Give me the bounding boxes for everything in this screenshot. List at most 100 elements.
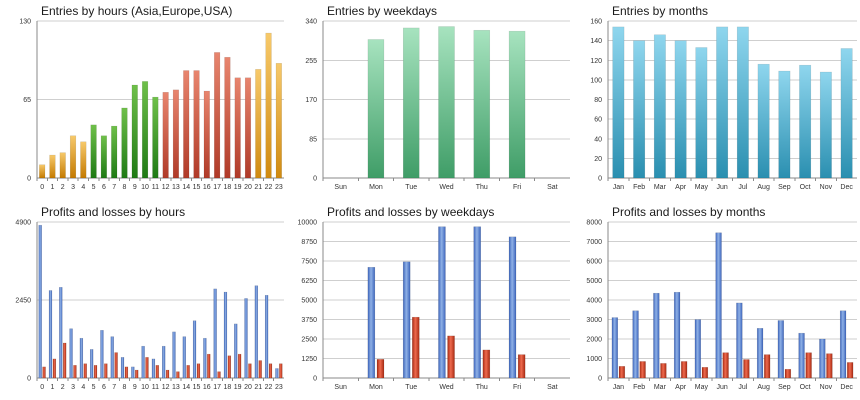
x-tick-label: Wed (439, 384, 453, 391)
y-tick-label: 5000 (586, 278, 602, 285)
chart-title: Profits and losses by months (612, 205, 765, 219)
y-tick-label: 20 (594, 156, 602, 163)
bar-profits-may (694, 319, 702, 379)
y-tick-label: 0 (598, 176, 602, 183)
bar-entries-dec (840, 48, 853, 179)
bar-entries-9 (131, 84, 138, 179)
bar-losses-jan (618, 366, 626, 379)
bar-entries-23 (275, 63, 282, 179)
x-tick-label: Oct (800, 384, 811, 391)
bar-losses-oct (805, 352, 812, 379)
bar-profits-20 (244, 298, 248, 379)
x-tick-label: Wed (439, 184, 453, 191)
y-tick-label: 130 (19, 19, 31, 26)
x-tick-label: Jul (738, 184, 747, 191)
bar-losses-22 (268, 363, 273, 379)
bar-losses-7 (114, 352, 118, 379)
bar-entries-2 (59, 152, 66, 179)
bar-entries-mon (367, 39, 385, 179)
bar-profits-13 (172, 331, 176, 379)
bar-entries-12 (162, 92, 169, 179)
y-tick-label: 85 (309, 136, 317, 143)
bar-losses-23 (279, 363, 283, 379)
bar-entries-13 (172, 89, 180, 179)
bar-entries-may (695, 47, 708, 179)
x-tick-label: 22 (265, 184, 273, 191)
x-tick-label: 13 (172, 184, 180, 191)
bar-entries-thu (473, 29, 491, 179)
bar-entries-apr (674, 40, 687, 179)
x-tick-label: 10 (141, 184, 149, 191)
x-tick-label: Jan (613, 184, 624, 191)
panel-entries-by-weekdays: Entries by weekdays 0 85 170 255 340 Sun Mon Tue… (287, 0, 574, 200)
y-tick-label: 160 (590, 19, 602, 26)
bar-entries-6 (100, 135, 107, 179)
bar-entries-10 (141, 81, 149, 179)
x-tick-label: Thu (476, 184, 488, 191)
bar-entries-14 (183, 70, 190, 179)
bar-losses-4 (83, 363, 87, 379)
x-tick-label: Mar (654, 384, 667, 391)
bar-losses-apr (680, 361, 688, 379)
bar-profits-jan (611, 317, 619, 379)
bar-losses-10 (145, 357, 149, 379)
y-tick-label: 255 (305, 58, 317, 65)
x-tick-label: 15 (193, 184, 201, 191)
chart-entries-by-weekdays: Entries by weekdays 0 85 170 255 340 Sun Mon Tue… (305, 4, 570, 191)
bar-entries-1 (49, 154, 56, 179)
bar-profits-dec (839, 310, 847, 379)
panel-profits-losses-by-weekdays: Profits and losses by weekdays 0 1250 2500 3… (287, 200, 574, 400)
x-tick-label: 9 (133, 184, 137, 191)
bar-profits-19 (234, 323, 238, 379)
bar-profits-thu (473, 226, 481, 379)
bar-losses-thu (482, 349, 491, 379)
bar-profits-7 (110, 336, 114, 379)
x-tick-label: Thu (476, 384, 488, 391)
bar-profits-15 (192, 320, 197, 379)
y-tick-label: 0 (313, 376, 317, 383)
bar-profits-21 (254, 285, 259, 379)
y-tick-label: 2500 (301, 337, 317, 344)
bar-profits-10 (141, 345, 145, 379)
x-tick-label: 17 (213, 184, 221, 191)
x-tick-label: 6 (102, 184, 106, 191)
chart-title: Profits and losses by weekdays (327, 205, 494, 219)
chart-title: Entries by hours (Asia,Europe,USA) (41, 4, 232, 18)
bar-profits-mon (367, 266, 376, 379)
y-tick-label: 3750 (301, 317, 317, 324)
bar-entries-21 (255, 69, 262, 179)
bar-profits-12 (162, 345, 166, 379)
bar-losses-17 (217, 371, 221, 379)
bar-entries-sep (778, 70, 791, 179)
y-tick-label: 340 (305, 19, 317, 26)
y-tick-label: 10000 (298, 220, 318, 227)
bar-profits-feb (632, 310, 639, 379)
bar-losses-aug (763, 354, 771, 379)
bar-losses-sep (784, 368, 792, 379)
x-tick-label: 12 (162, 184, 170, 191)
y-tick-label: 3000 (586, 317, 602, 324)
y-tick-label: 4900 (15, 220, 31, 227)
panel-profits-losses-by-months: Profits and losses by months 0 1000 2000 300… (574, 200, 860, 400)
x-tick-label: 14 (182, 184, 190, 191)
x-tick-label: Sat (547, 384, 558, 391)
x-tick-label: Sat (547, 184, 558, 191)
x-tick-label: Jun (716, 384, 727, 391)
bar-losses-11 (155, 365, 159, 379)
x-tick-label: Apr (675, 384, 687, 391)
bar-profits-mar (653, 292, 660, 379)
bar-losses-9 (135, 369, 139, 379)
chart-profits-losses-by-months: Profits and losses by months 0 1000 2000 300… (586, 205, 857, 391)
y-tick-label: 8750 (301, 239, 317, 246)
bar-profits-4 (79, 337, 84, 379)
panel-entries-by-hours: Entries by hours (Asia,Europe,USA) 0 65 130… (0, 0, 287, 200)
bar-losses-5 (93, 365, 98, 379)
x-tick-label: Sep (778, 384, 791, 391)
bar-losses-may (701, 367, 709, 379)
x-tick-label: 23 (275, 184, 283, 191)
x-tick-label: 0 (40, 384, 44, 391)
x-tick-label: 20 (244, 184, 252, 191)
bar-losses-6 (104, 363, 108, 379)
bar-profits-16 (203, 337, 207, 379)
